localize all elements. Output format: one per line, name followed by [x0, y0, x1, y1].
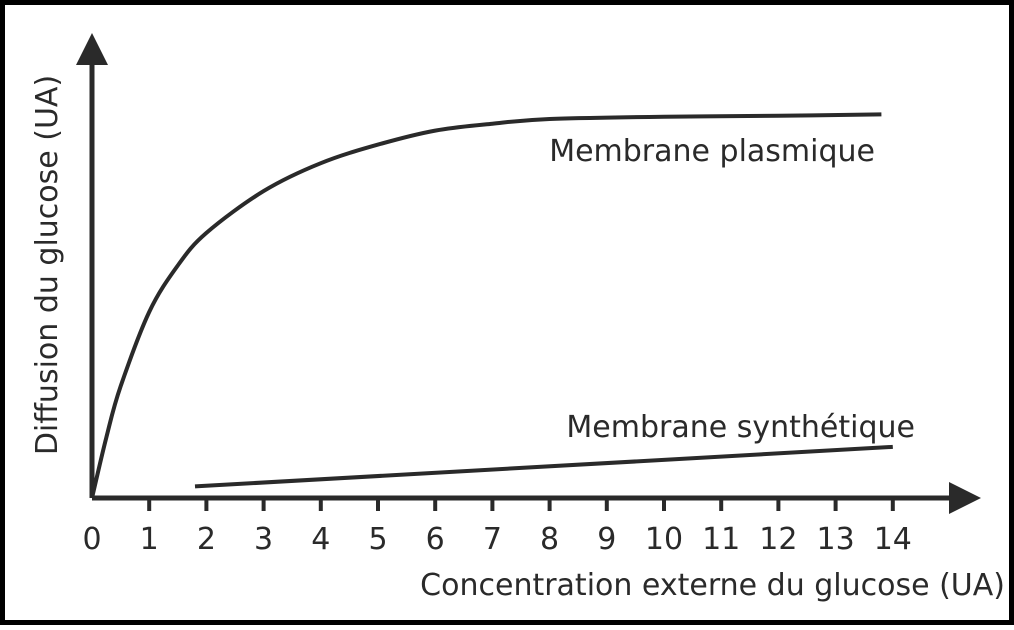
x-tick-label: 9	[597, 522, 616, 557]
x-tick-label: 8	[540, 522, 559, 557]
x-tick-label: 4	[311, 522, 330, 557]
series-line-synthetique	[194, 444, 893, 489]
x-tick-label: 0	[82, 522, 101, 557]
x-tick-label: 5	[368, 522, 387, 557]
x-tick-label: 10	[645, 522, 683, 557]
series-label-synthetique: Membrane synthétique	[566, 410, 915, 445]
chart-svg: 0 1 2 3 4 5 6 7 8 9 10 11 12 13 14 Concentration exter…	[30, 33, 1005, 603]
y-axis-title: Diffusion du glucose (UA)	[30, 75, 65, 455]
series-label-plasmique: Membrane plasmique	[549, 134, 875, 169]
x-tick-label: 3	[254, 522, 273, 557]
y-axis-arrowhead	[76, 33, 108, 65]
x-tick-label: 6	[426, 522, 445, 557]
x-ticks: 0 1 2 3 4 5 6 7 8 9 10 11 12 13 14	[82, 498, 912, 557]
x-tick-label: 2	[197, 522, 216, 557]
x-tick-label: 12	[759, 522, 797, 557]
x-tick-label: 7	[483, 522, 502, 557]
x-axis-title: Concentration externe du glucose (UA)	[420, 568, 1005, 603]
x-axis-arrowhead	[949, 482, 981, 514]
series-lines	[90, 112, 893, 499]
x-tick-label: 13	[817, 522, 855, 557]
x-tick-label: 1	[140, 522, 159, 557]
x-tick-label: 11	[702, 522, 740, 557]
series-line-plasmique	[90, 112, 882, 499]
x-tick-label: 14	[874, 522, 912, 557]
